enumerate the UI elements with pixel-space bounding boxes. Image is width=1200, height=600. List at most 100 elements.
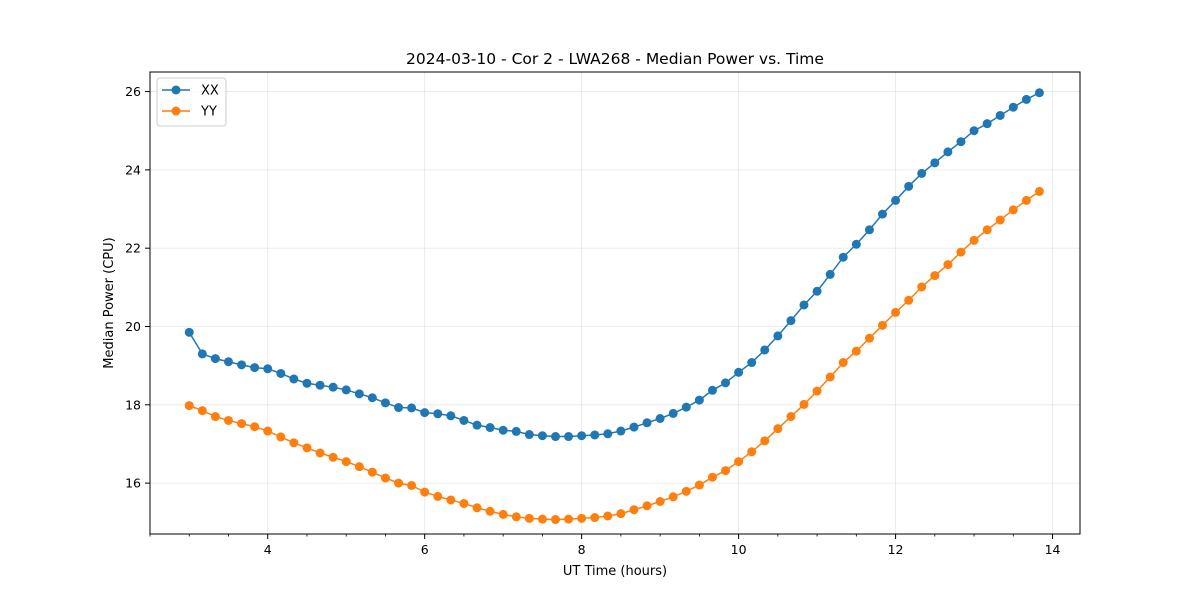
data-point-yy	[851, 346, 861, 356]
data-point-xx	[681, 402, 691, 412]
data-point-xx	[590, 430, 600, 440]
data-point-xx	[354, 389, 364, 399]
data-point-yy	[459, 498, 469, 508]
data-point-xx	[276, 368, 286, 378]
data-point-yy	[237, 419, 247, 429]
data-point-xx	[943, 147, 953, 157]
data-point-yy	[655, 497, 665, 506]
series-layer	[184, 88, 1044, 525]
data-point-yy	[485, 506, 495, 516]
data-point-yy	[982, 225, 992, 235]
data-point-yy	[223, 415, 233, 425]
data-point-yy	[433, 491, 443, 501]
data-point-xx	[511, 426, 521, 436]
data-point-xx	[694, 395, 704, 405]
data-point-yy	[629, 505, 639, 515]
data-point-yy	[603, 511, 613, 521]
data-point-xx	[956, 137, 966, 147]
data-point-xx	[877, 209, 887, 219]
data-point-xx	[407, 403, 417, 413]
data-point-xx	[537, 431, 547, 441]
data-point-xx	[917, 168, 927, 178]
data-point-xx	[472, 420, 482, 430]
data-point-yy	[956, 247, 966, 257]
data-point-xx	[367, 393, 377, 403]
data-point-yy	[1021, 195, 1031, 205]
data-point-xx	[564, 432, 574, 442]
data-point-xx	[864, 225, 874, 235]
y-tick-label: 20	[125, 319, 141, 334]
data-point-yy	[328, 452, 338, 462]
data-point-xx	[551, 432, 561, 442]
data-point-xx	[825, 269, 835, 279]
x-tick-label: 12	[888, 542, 904, 557]
data-point-yy	[197, 406, 207, 416]
data-point-yy	[367, 467, 377, 477]
data-point-yy	[825, 372, 835, 382]
data-point-xx	[459, 415, 469, 425]
data-point-yy	[734, 457, 744, 467]
data-point-yy	[943, 260, 953, 270]
data-point-yy	[760, 436, 770, 446]
chart-title: 2024-03-10 - Cor 2 - LWA268 - Median Pow…	[406, 50, 824, 68]
legend-entry-xx: XX	[162, 84, 219, 99]
data-point-xx	[341, 385, 351, 395]
data-point-yy	[995, 215, 1005, 225]
data-point-yy	[210, 412, 220, 422]
legend-marker	[171, 106, 181, 116]
data-point-xx	[394, 403, 404, 413]
y-tick-label: 24	[125, 162, 141, 177]
data-point-yy	[681, 486, 691, 496]
legend-label: XX	[201, 84, 219, 99]
data-point-xx	[930, 158, 940, 168]
data-point-yy	[564, 514, 574, 524]
data-point-yy	[904, 295, 914, 305]
data-point-yy	[394, 478, 404, 488]
data-point-yy	[289, 438, 299, 448]
data-point-yy	[812, 386, 822, 396]
data-point-xx	[380, 398, 390, 408]
x-tick-label: 10	[731, 542, 747, 557]
data-point-xx	[263, 364, 273, 374]
data-point-yy	[511, 512, 521, 522]
data-point-xx	[250, 363, 260, 373]
data-point-xx	[982, 119, 992, 129]
x-tick-label: 4	[264, 542, 272, 557]
data-point-yy	[877, 320, 887, 330]
data-point-xx	[995, 110, 1005, 120]
data-point-xx	[655, 414, 665, 423]
data-point-xx	[289, 374, 299, 384]
data-point-xx	[734, 367, 744, 377]
data-point-yy	[263, 426, 273, 436]
data-point-xx	[498, 425, 508, 435]
data-point-xx	[812, 286, 822, 296]
series-yy	[184, 186, 1044, 525]
plot-frame	[149, 71, 1081, 535]
data-point-yy	[838, 358, 848, 368]
data-point-xx	[851, 239, 861, 249]
data-point-xx	[721, 378, 730, 388]
data-point-yy	[917, 282, 927, 292]
legend-marker	[171, 85, 181, 95]
data-point-xx	[838, 252, 848, 262]
data-point-yy	[341, 457, 351, 467]
y-tick-label: 18	[125, 397, 141, 412]
legend: XX YY	[156, 77, 227, 127]
data-point-yy	[721, 466, 730, 476]
data-point-yy	[250, 422, 260, 432]
data-point-xx	[197, 349, 207, 359]
y-tick-label: 26	[125, 84, 141, 99]
data-point-xx	[1034, 88, 1044, 98]
data-point-yy	[773, 424, 783, 434]
data-point-xx	[223, 357, 233, 367]
data-point-yy	[1034, 186, 1044, 196]
data-point-yy	[276, 432, 286, 442]
data-point-xx	[184, 327, 194, 337]
data-point-xx	[904, 181, 914, 191]
data-point-yy	[891, 307, 901, 317]
data-point-yy	[786, 412, 796, 422]
data-point-xx	[760, 345, 770, 355]
data-point-xx	[747, 358, 757, 368]
data-point-yy	[642, 501, 652, 511]
